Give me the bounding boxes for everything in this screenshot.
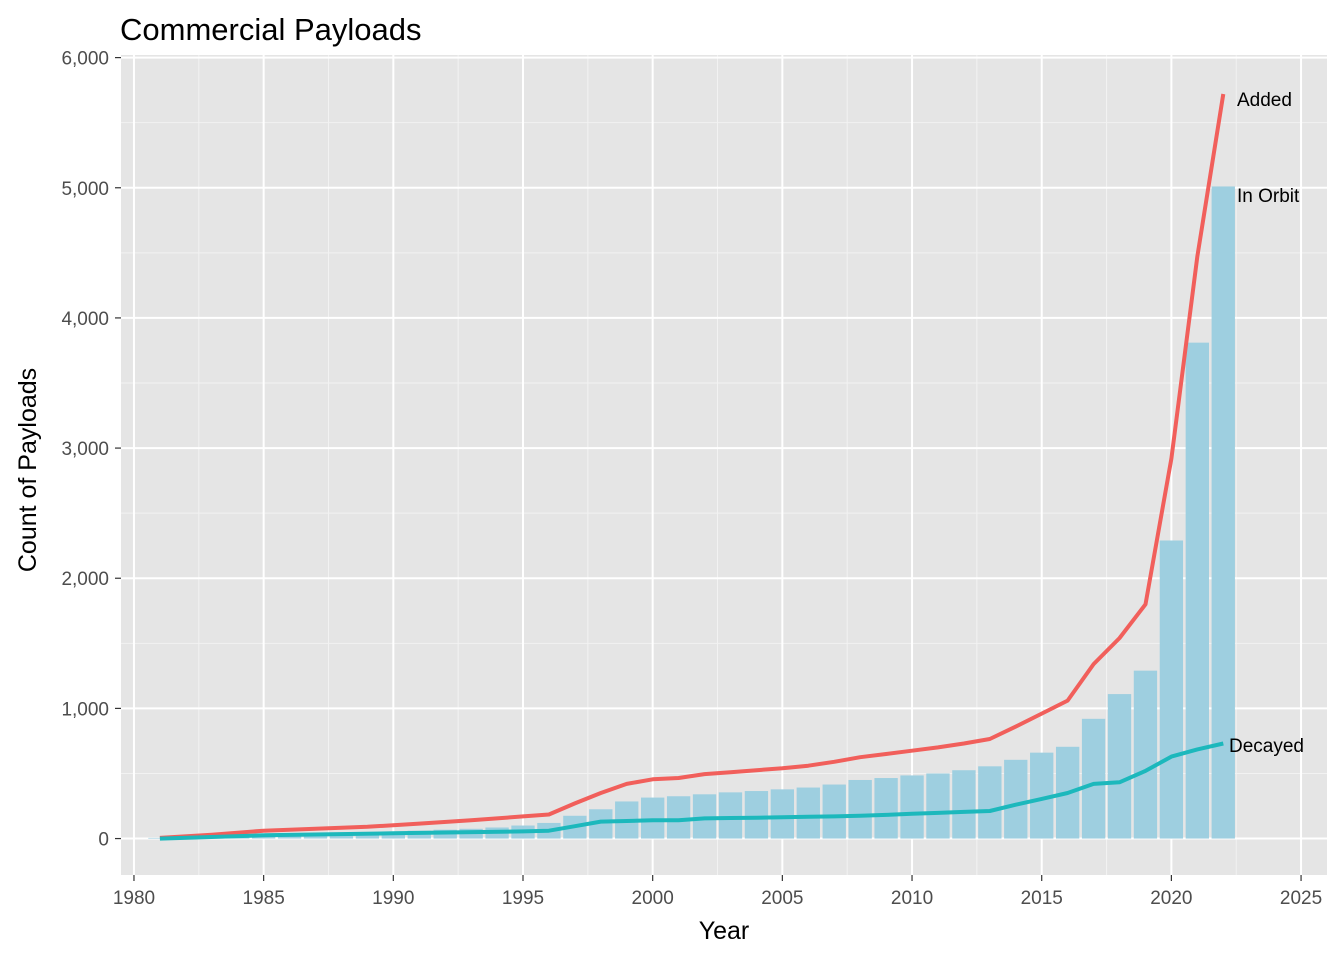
bar-in-orbit <box>1159 540 1184 839</box>
y-tick-label: 5,000 <box>61 179 109 200</box>
y-axis-title: Count of Payloads <box>14 368 42 572</box>
x-tick-label: 1980 <box>113 888 155 909</box>
major-gridlines <box>121 55 1327 875</box>
y-tick-label: 2,000 <box>61 569 109 590</box>
bar-in-orbit <box>952 770 976 839</box>
in-orbit-bars <box>148 186 1235 839</box>
chart-title: Commercial Payloads <box>120 12 422 47</box>
bar-in-orbit <box>1185 342 1209 839</box>
bar-in-orbit <box>848 779 872 839</box>
x-tick-label: 2005 <box>761 888 803 909</box>
bar-in-orbit <box>1081 718 1106 839</box>
y-tick-label: 4,000 <box>61 309 109 330</box>
bar-in-orbit <box>641 797 665 839</box>
x-tick-label: 1990 <box>372 888 414 909</box>
bar-in-orbit <box>1107 694 1132 839</box>
y-tick-label: 6,000 <box>61 49 109 70</box>
x-tick-label: 1985 <box>243 888 285 909</box>
x-tick-label: 2020 <box>1150 888 1192 909</box>
y-tick-label: 0 <box>98 830 109 851</box>
bar-in-orbit <box>978 766 1002 839</box>
bar-in-orbit <box>822 784 846 839</box>
x-tick-labels: 1980 1985 1990 1995 2000 2005 2010 2015 2020 2025 <box>113 888 1322 909</box>
bar-in-orbit <box>718 792 743 839</box>
bar-in-orbit <box>589 809 613 839</box>
y-tick-label: 1,000 <box>61 699 109 720</box>
x-tick-label: 2025 <box>1280 888 1322 909</box>
bar-in-orbit <box>666 796 691 839</box>
label-added: Added <box>1237 90 1292 111</box>
y-tick-label: 3,000 <box>61 439 109 460</box>
bar-in-orbit <box>900 775 924 839</box>
axis-ticks <box>115 57 1302 881</box>
line-added <box>159 93 1226 840</box>
x-tick-label: 1995 <box>502 888 544 909</box>
bar-in-orbit <box>770 789 795 839</box>
x-axis-title: Year <box>699 917 750 945</box>
y-tick-labels: 0 1,000 2,000 3,000 4,000 5,000 6,000 <box>61 49 109 851</box>
x-tick-label: 2000 <box>632 888 674 909</box>
bar-in-orbit <box>1133 670 1158 839</box>
minor-gridlines <box>121 55 1327 875</box>
series-lines <box>159 93 1226 841</box>
label-in-orbit: In Orbit <box>1237 186 1300 207</box>
x-tick-label: 2015 <box>1021 888 1063 909</box>
x-tick-label: 2010 <box>891 888 933 909</box>
bar-in-orbit <box>744 791 769 839</box>
bar-in-orbit <box>874 778 898 839</box>
bar-in-orbit <box>926 773 950 839</box>
line-decayed <box>159 741 1224 841</box>
bar-in-orbit <box>1030 752 1054 839</box>
bar-in-orbit <box>1004 759 1028 839</box>
bar-in-orbit <box>796 787 820 839</box>
bar-in-orbit <box>1211 186 1235 839</box>
label-decayed: Decayed <box>1229 736 1304 757</box>
